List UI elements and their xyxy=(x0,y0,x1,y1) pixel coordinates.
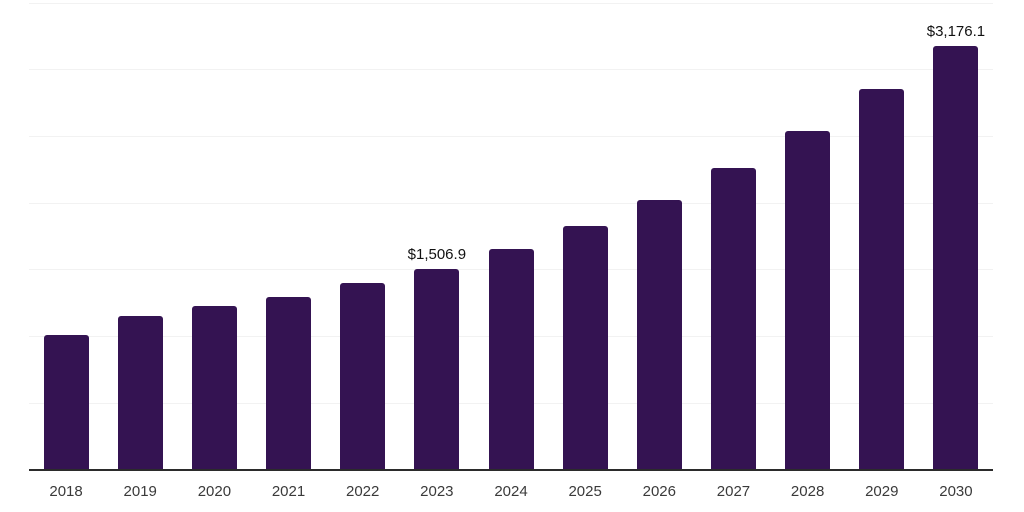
x-tick-label-2028: 2028 xyxy=(790,483,825,500)
bar-2021 xyxy=(266,296,312,470)
gridline-3000 xyxy=(29,69,993,71)
x-tick-label-2022: 2022 xyxy=(346,483,380,500)
x-tick-label-2026: 2026 xyxy=(642,483,676,500)
x-tick-label-2027: 2027 xyxy=(716,483,751,500)
bar-2030 xyxy=(933,46,979,470)
bar-2022 xyxy=(340,283,386,470)
bar-value-label-2030: $3,176.1 xyxy=(926,23,986,41)
bar-2028 xyxy=(785,131,831,470)
bar-2027 xyxy=(710,167,756,470)
bar-2025 xyxy=(562,226,608,470)
bar-2020 xyxy=(191,305,237,470)
x-tick-label-2019: 2019 xyxy=(123,483,157,500)
x-tick-label-2030: 2030 xyxy=(939,483,973,500)
x-tick-label-2018: 2018 xyxy=(49,483,83,500)
bar-2018 xyxy=(43,334,89,470)
bar-2024 xyxy=(488,248,534,470)
x-tick-label-2023: 2023 xyxy=(420,483,454,500)
gridline-2000 xyxy=(29,202,993,204)
bar-2019 xyxy=(117,315,163,470)
x-axis-line xyxy=(29,469,993,471)
x-tick-label-2029: 2029 xyxy=(865,483,899,500)
bar-2023 xyxy=(414,268,460,470)
x-tick-label-2024: 2024 xyxy=(494,483,528,500)
bar-2029 xyxy=(859,89,905,470)
gridline-3500 xyxy=(29,2,993,4)
bar-value-label-2023: $1,506.9 xyxy=(407,245,467,263)
gridline-2500 xyxy=(29,135,993,137)
bar-2026 xyxy=(636,199,682,470)
x-tick-label-2021: 2021 xyxy=(271,483,306,500)
x-tick-label-2020: 2020 xyxy=(197,483,232,500)
x-tick-label-2025: 2025 xyxy=(568,483,602,500)
